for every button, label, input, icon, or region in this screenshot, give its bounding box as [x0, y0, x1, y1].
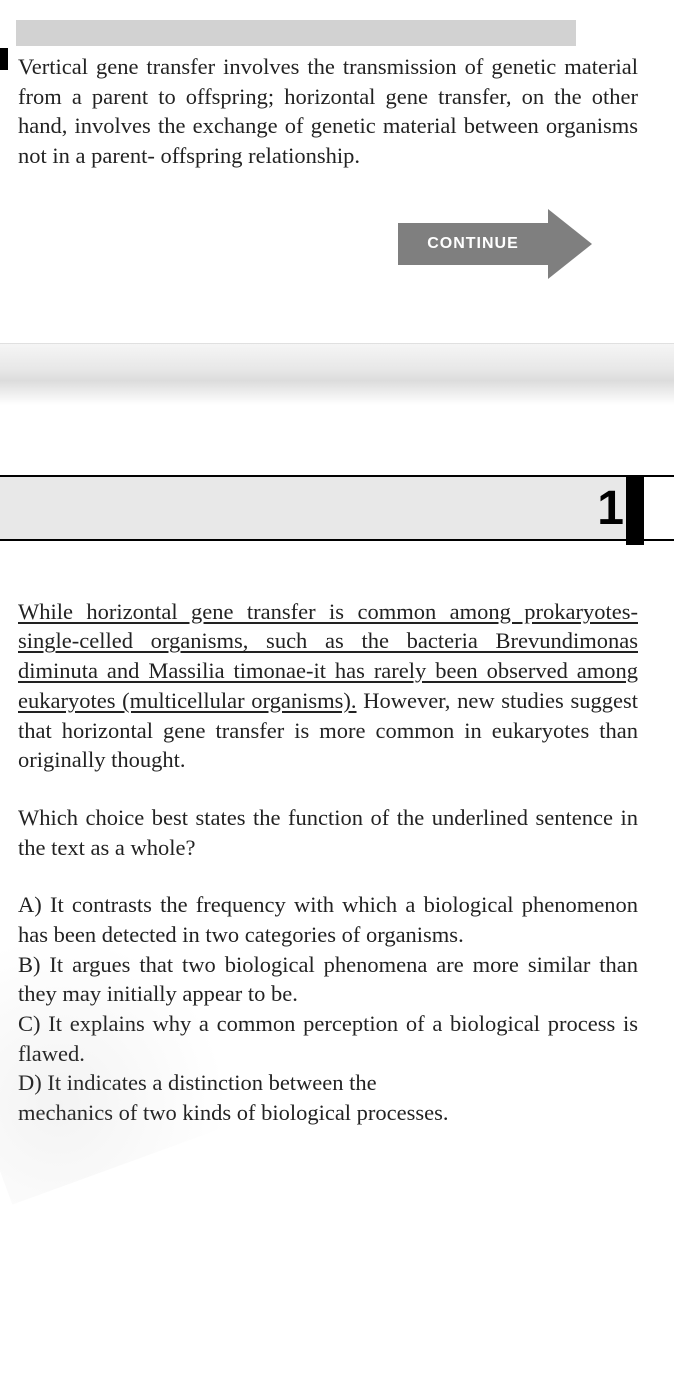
page: Vertical gene transfer involves the tran… [0, 20, 674, 1128]
choice-b[interactable]: B) It argues that two biological phenome… [18, 950, 638, 1009]
top-grey-bar [16, 20, 576, 46]
top-left-accent [0, 48, 8, 70]
continue-arrow-head-icon [548, 209, 592, 279]
page-divider [0, 343, 674, 405]
section-accent-bar [626, 475, 644, 545]
choice-d-line2[interactable]: mechanics of two kinds of biological pro… [18, 1098, 638, 1128]
section-number: 1 [597, 481, 624, 536]
section-header: 1 [0, 475, 674, 541]
continue-label: CONTINUE [427, 235, 519, 253]
answer-choices: A) It contrasts the frequency with which… [18, 890, 638, 1128]
passage-paragraph: While horizontal gene transfer is common… [18, 597, 638, 775]
intro-paragraph: Vertical gene transfer involves the tran… [18, 52, 638, 171]
continue-container: CONTINUE [0, 209, 674, 319]
question-text: Which choice best states the function of… [18, 803, 638, 862]
choice-d-line1[interactable]: D) It indicates a distinction between th… [18, 1068, 638, 1098]
choice-a[interactable]: A) It contrasts the frequency with which… [18, 890, 638, 949]
continue-button[interactable]: CONTINUE [398, 209, 598, 279]
continue-arrow-body: CONTINUE [398, 223, 548, 265]
section-fade [644, 477, 674, 539]
choice-c[interactable]: C) It explains why a common perception o… [18, 1009, 638, 1068]
